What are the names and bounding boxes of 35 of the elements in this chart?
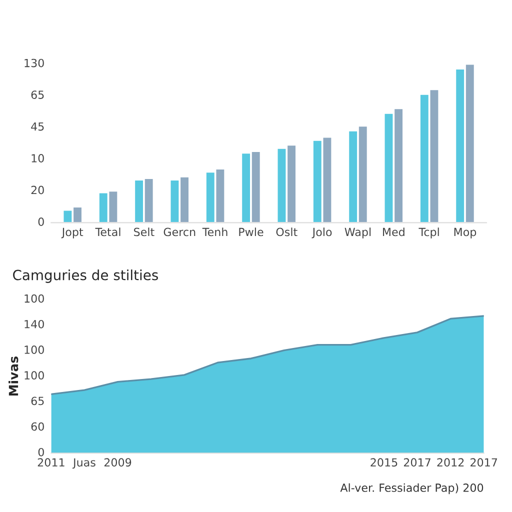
text: 60	[31, 422, 44, 431]
x-tick-label: Wapl	[344, 228, 371, 238]
text: 100	[24, 371, 44, 380]
text: 100	[24, 346, 44, 354]
text: 65	[31, 396, 44, 406]
x-tick-label: Gercn	[164, 228, 196, 236]
text: Al-ver. Fessiader Pap) 200	[340, 483, 484, 494]
x-tick-label: Tenh	[202, 228, 228, 236]
x-tick-label: Pwle	[239, 228, 264, 236]
x-tick-label: 2011	[38, 458, 64, 467]
x-tick-label: 2012	[437, 458, 464, 467]
x-tick-label: Juas	[72, 458, 96, 469]
x-tick-label: Jopt	[61, 228, 84, 238]
text: 130	[24, 58, 44, 68]
x-tick-label: Mop	[454, 228, 476, 238]
text: 45	[31, 122, 44, 131]
x-tick-label: Selt	[134, 228, 154, 236]
text: 100	[24, 294, 44, 303]
x-tick-label: Oslt	[276, 228, 298, 236]
y-axis-title: Mivas	[8, 356, 18, 396]
text: 140	[24, 320, 44, 328]
x-tick-label: 2015	[370, 458, 398, 467]
text: 65	[31, 90, 44, 99]
x-tick-label: 2017	[470, 458, 498, 467]
x-tick-label: 2009	[104, 458, 132, 467]
x-tick-label: Jolo	[312, 228, 332, 238]
chart-title: Camguries de stilties	[13, 270, 158, 283]
text: 10	[32, 154, 44, 162]
x-tick-label: 2017	[404, 458, 430, 467]
text: 20	[31, 186, 44, 194]
x-tick-label: Tetal	[95, 228, 120, 236]
x-tick-label: Med	[383, 228, 404, 236]
x-tick-label: Tcpl	[418, 228, 439, 238]
text: 0	[38, 218, 44, 226]
text: 0	[38, 448, 44, 456]
